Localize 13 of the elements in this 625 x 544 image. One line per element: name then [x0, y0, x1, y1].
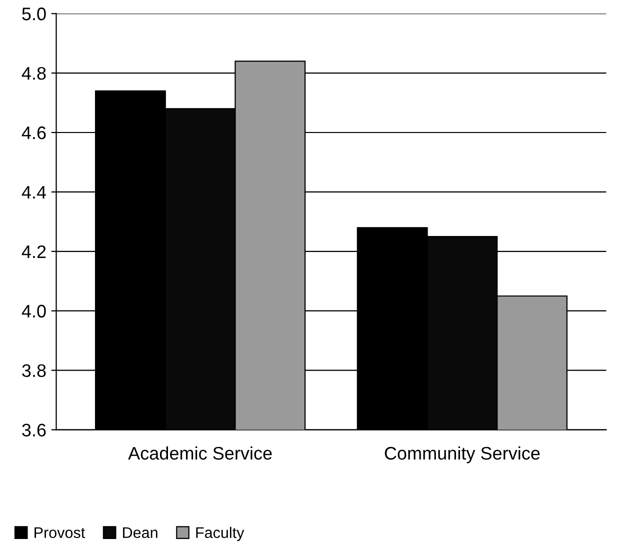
y-tick-label: 4.0 [22, 304, 46, 318]
y-tick-label: 4.8 [22, 66, 46, 80]
y-tick-label: 3.8 [22, 364, 46, 378]
y-tick-label: 3.6 [22, 424, 46, 436]
legend-label: Faculty [196, 526, 244, 542]
y-tick-label: 4.2 [22, 245, 46, 258]
legend-label: Provost [34, 527, 86, 538]
legend-label: Dean [123, 527, 158, 538]
y-tick-label: 4.6 [22, 126, 46, 140]
x-tick-label: Community Service [384, 446, 540, 464]
y-tick-label: 4.4 [22, 186, 46, 198]
x-tick-label: Academic Service [128, 446, 272, 460]
y-tick-label: 5.0 [22, 8, 46, 20]
